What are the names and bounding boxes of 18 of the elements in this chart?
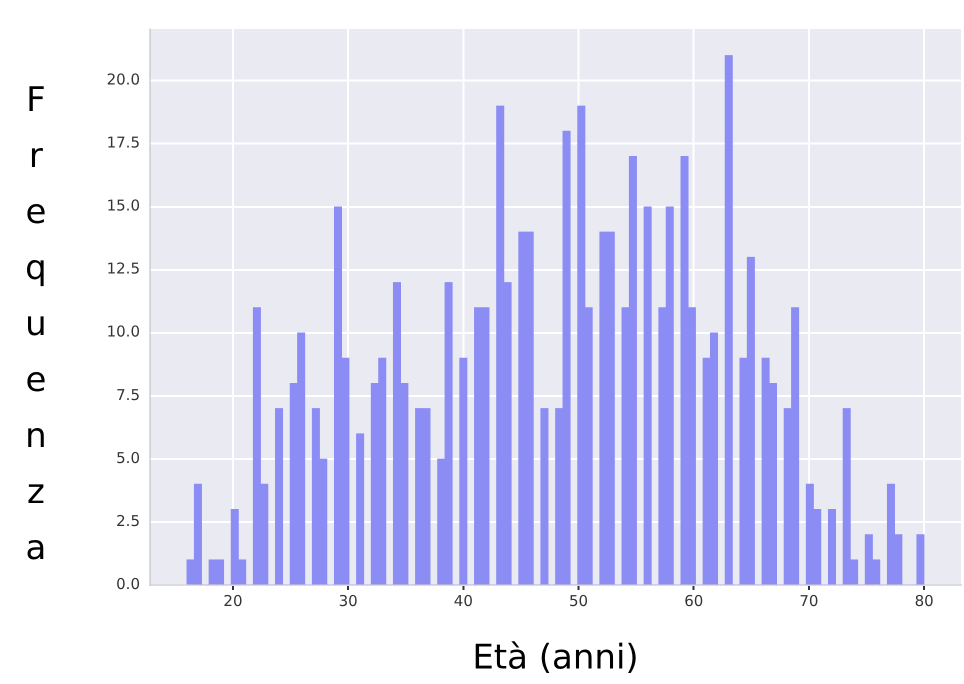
x-axis-title: Età (anni) [472, 637, 639, 678]
y-tick-label: 7.5 [116, 386, 140, 404]
x-tick-label: 30 [338, 592, 358, 610]
y-tick-label: 10.0 [106, 322, 140, 341]
x-tick-label: 80 [914, 592, 934, 610]
y-tick-label: 20.0 [106, 70, 140, 89]
x-tick-label: 70 [799, 592, 818, 610]
y-tick-label: 0.0 [116, 574, 140, 593]
x-tick-label: 40 [454, 592, 473, 610]
y-tick-label: 5.0 [116, 448, 140, 467]
text: Frequenza [25, 80, 47, 568]
x-tick-label: 50 [568, 592, 588, 610]
y-tick-label: 12.5 [106, 260, 140, 278]
y-tick-label: 17.5 [106, 134, 140, 152]
y-tick-label: 15.0 [106, 196, 140, 215]
x-tick-label: 60 [684, 592, 704, 610]
x-tick-label: 20 [223, 592, 242, 610]
y-tick-label: 2.5 [116, 512, 140, 530]
